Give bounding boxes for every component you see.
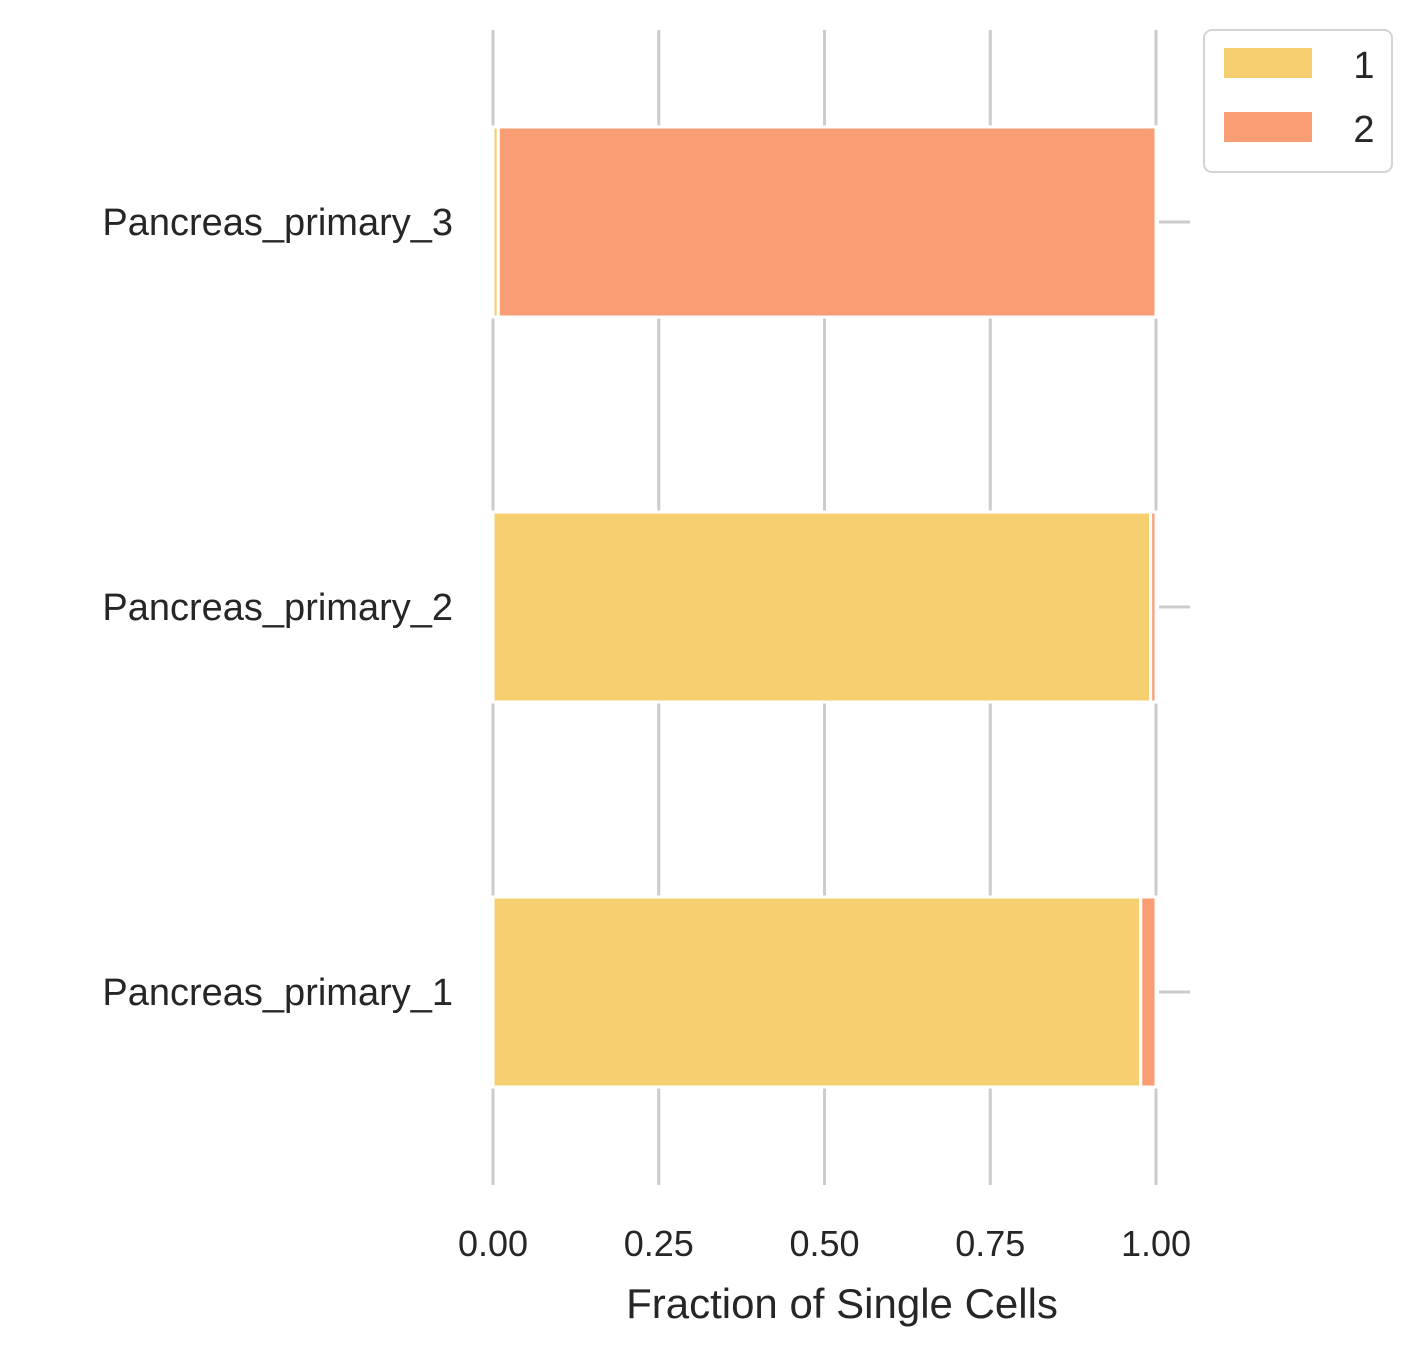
x-tick-labels: 0.00 0.25 0.50 0.75 1.00 [458, 1223, 1191, 1264]
category-labels: Pancreas_primary_3 Pancreas_primary_2 Panc… [102, 202, 453, 1014]
bar-segment [1149, 510, 1158, 704]
legend: 12 [1203, 29, 1393, 173]
legend-label: 2 [1353, 109, 1374, 151]
x-tick-label: 0.75 [955, 1223, 1025, 1264]
bar-segment [1139, 895, 1158, 1089]
legend-swatch [1224, 48, 1312, 78]
category-label: Pancreas_primary_2 [102, 587, 453, 629]
category-label: Pancreas_primary_3 [102, 202, 453, 244]
x-tick-label: 0.25 [624, 1223, 694, 1264]
bar-segment [491, 895, 1143, 1089]
legend-swatch [1224, 112, 1312, 142]
bar-segment [496, 125, 1158, 319]
x-tick-label: 0.50 [789, 1223, 859, 1264]
x-tick-label: 1.00 [1121, 1223, 1191, 1264]
category-label: Pancreas_primary_1 [102, 972, 453, 1014]
bars [491, 125, 1158, 1089]
y-tick-marks [1159, 220, 1190, 994]
bar-segment [491, 510, 1153, 704]
legend-label: 1 [1353, 45, 1374, 87]
x-tick-label: 0.00 [458, 1223, 528, 1264]
x-axis-title: Fraction of Single Cells [626, 1280, 1058, 1327]
